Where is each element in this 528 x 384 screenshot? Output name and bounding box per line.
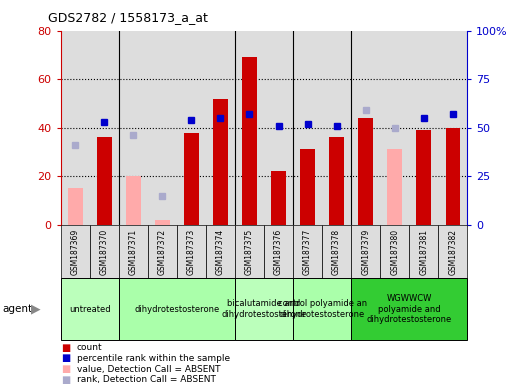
Text: WGWWCW
polyamide and
dihydrotestosterone: WGWWCW polyamide and dihydrotestosterone [366,294,452,324]
Text: GSM187375: GSM187375 [245,228,254,275]
Text: count: count [77,343,102,352]
Bar [97,137,111,225]
Bar [329,137,344,225]
Text: GDS2782 / 1558173_a_at: GDS2782 / 1558173_a_at [48,12,208,25]
Bar [155,220,169,225]
Text: GSM187378: GSM187378 [332,228,341,275]
Bar [242,57,257,225]
Text: GSM187371: GSM187371 [129,228,138,275]
Text: ■: ■ [61,353,70,363]
Text: GSM187372: GSM187372 [158,228,167,275]
Bar [126,176,140,225]
Bar [417,130,431,225]
Text: ■: ■ [61,343,70,353]
Text: GSM187373: GSM187373 [187,228,196,275]
Text: ■: ■ [61,375,70,384]
Text: dihydrotestosterone: dihydrotestosterone [134,305,220,314]
Text: GSM187377: GSM187377 [303,228,312,275]
Text: GSM187370: GSM187370 [100,228,109,275]
Bar [184,132,199,225]
Text: untreated: untreated [69,305,110,314]
Bar [388,149,402,225]
Text: value, Detection Call = ABSENT: value, Detection Call = ABSENT [77,364,220,374]
Text: GSM187369: GSM187369 [71,228,80,275]
Text: bicalutamide and
dihydrotestosterone: bicalutamide and dihydrotestosterone [221,300,307,319]
Bar [300,149,315,225]
Text: agent: agent [3,304,33,314]
Text: percentile rank within the sample: percentile rank within the sample [77,354,230,363]
Text: ▶: ▶ [31,303,41,316]
Bar [271,171,286,225]
Bar [68,188,82,225]
Bar [446,127,460,225]
Text: control polyamide an
dihydrotestosterone: control polyamide an dihydrotestosterone [278,300,366,319]
Text: GSM187376: GSM187376 [274,228,283,275]
Text: GSM187381: GSM187381 [419,228,428,275]
Text: GSM187374: GSM187374 [216,228,225,275]
Text: rank, Detection Call = ABSENT: rank, Detection Call = ABSENT [77,375,215,384]
Bar [213,99,228,225]
Bar [359,118,373,225]
Text: GSM187380: GSM187380 [390,228,399,275]
Text: ■: ■ [61,364,70,374]
Text: GSM187379: GSM187379 [361,228,370,275]
Text: GSM187382: GSM187382 [448,228,457,275]
